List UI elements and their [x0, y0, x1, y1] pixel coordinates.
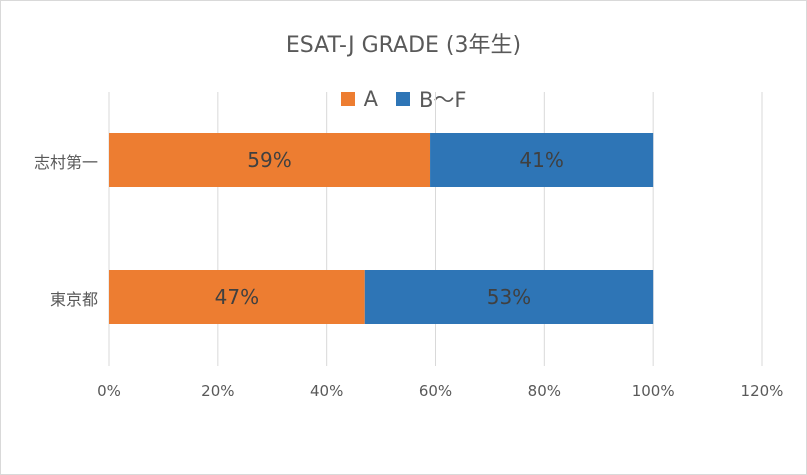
x-tick-label: 20%	[201, 382, 235, 400]
chart-title: ESAT-J GRADE (3年生)	[285, 33, 522, 58]
bar-a	[109, 270, 365, 324]
x-tick-label: 40%	[309, 382, 344, 400]
legend: A B〜F	[0, 84, 807, 114]
legend-item-b-f: B〜F	[395, 84, 467, 114]
data-label: 41%	[519, 148, 563, 172]
y-category-label: 東京都	[49, 290, 98, 309]
legend-label-b-f: B〜F	[418, 88, 467, 112]
legend-swatch-a	[340, 92, 355, 106]
data-label: 53%	[487, 285, 531, 309]
bar-b-f	[430, 133, 654, 187]
legend-label-a: A	[363, 87, 378, 111]
x-tick-label: 60%	[418, 382, 453, 400]
x-tick-label: 80%	[527, 382, 561, 400]
y-category-label: 志村第一	[33, 153, 98, 172]
bar-b-f	[364, 270, 654, 324]
x-tick-label: 100%	[631, 382, 675, 400]
bar-a	[109, 133, 431, 187]
data-label: 47%	[215, 285, 259, 309]
x-tick-label: 120%	[740, 382, 784, 400]
data-label: 59%	[247, 148, 291, 172]
x-tick-label: 0%	[97, 382, 121, 400]
legend-swatch-b-f	[395, 92, 410, 106]
legend-item-a: A	[340, 87, 378, 111]
